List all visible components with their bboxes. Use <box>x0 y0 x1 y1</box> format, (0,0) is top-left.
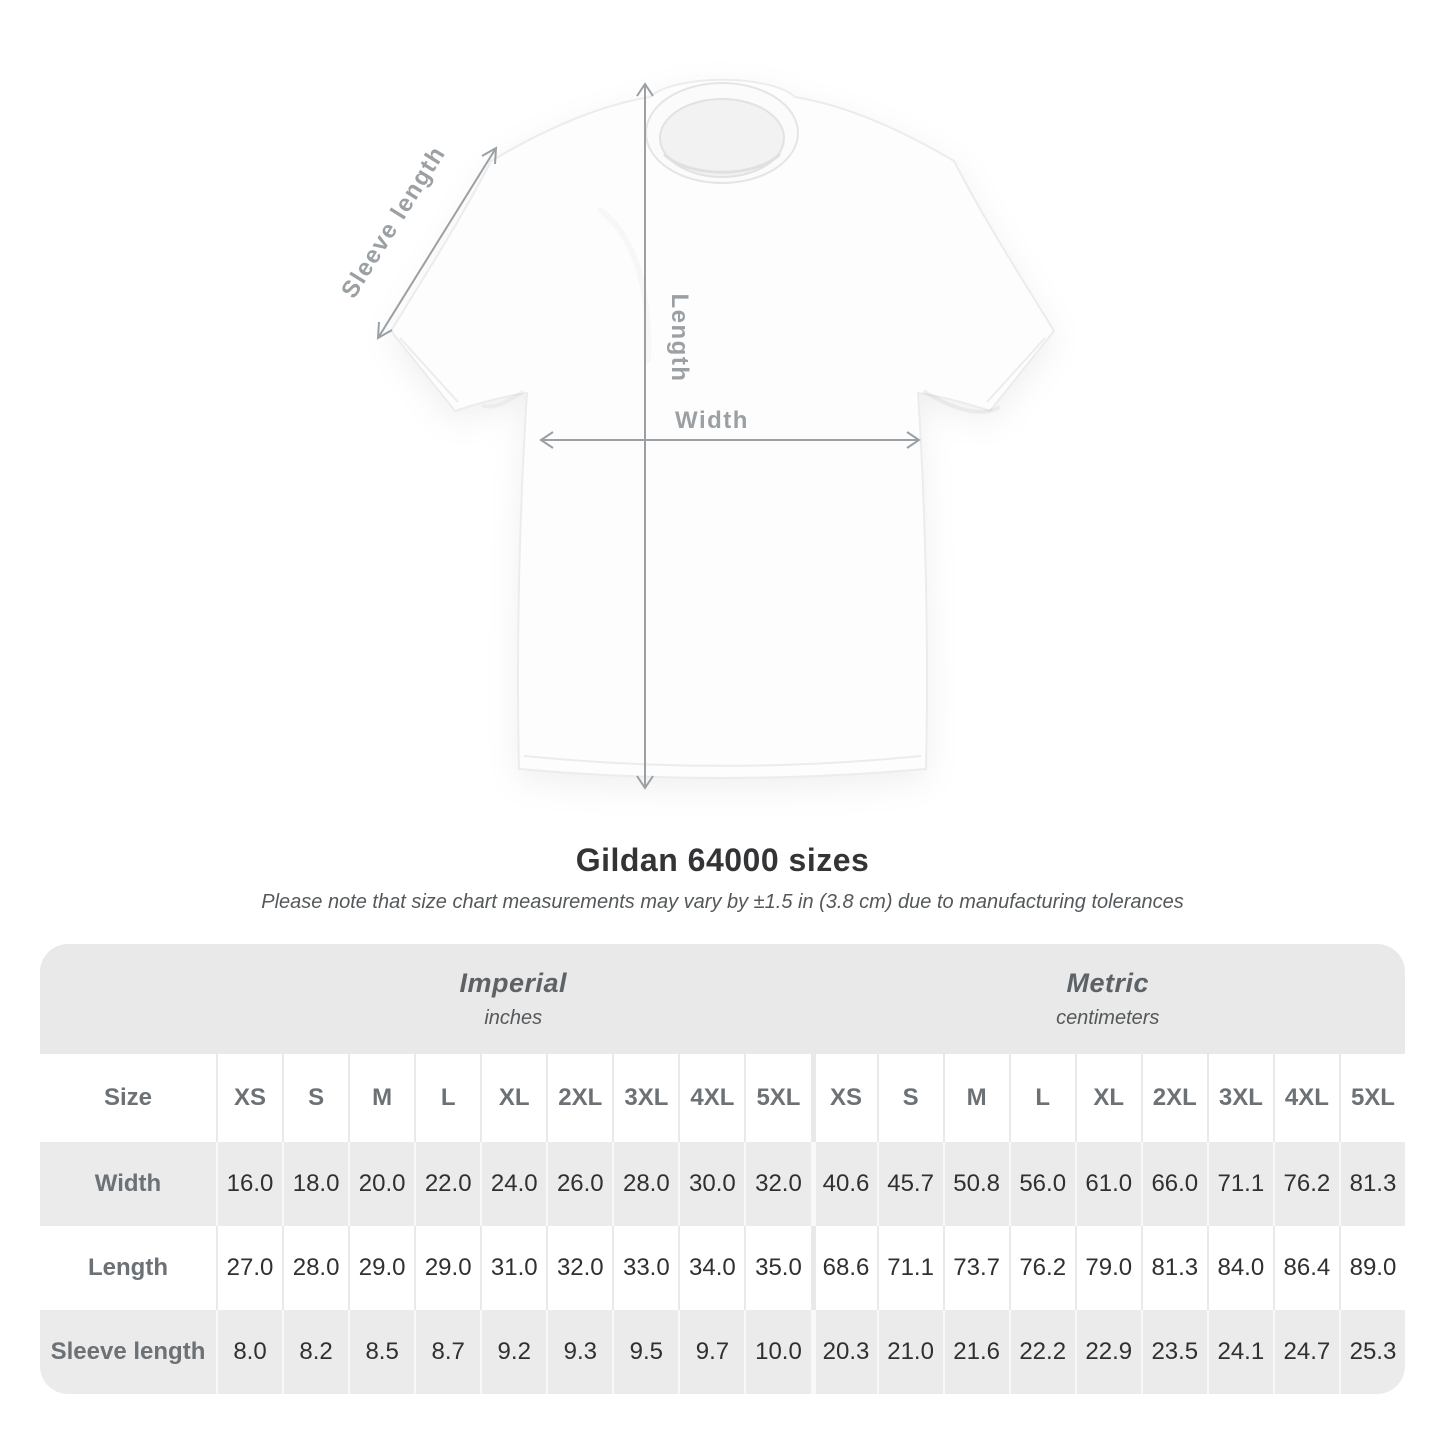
value-cell: 9.3 <box>546 1310 613 1394</box>
measurement-label: Sleeve length <box>40 1310 216 1394</box>
value-cell: 24.7 <box>1272 1310 1339 1394</box>
value-cell: 23.5 <box>1140 1310 1207 1394</box>
value-cell: 20.3 <box>810 1310 877 1394</box>
tolerance-note: Please note that size chart measurements… <box>261 891 1184 913</box>
value-cell: 29.0 <box>414 1226 481 1310</box>
size-header-cell: L <box>414 1054 481 1142</box>
size-header-cell: M <box>942 1054 1009 1142</box>
value-cell: 32.0 <box>744 1142 811 1226</box>
value-cell: 22.9 <box>1074 1310 1141 1394</box>
size-header-cell: XS <box>810 1054 877 1142</box>
imperial-group-header: Imperial inches <box>216 944 811 1054</box>
value-cell: 20.0 <box>348 1142 415 1226</box>
value-cell: 76.2 <box>1272 1142 1339 1226</box>
page-title: Gildan 64000 sizes <box>575 842 870 878</box>
size-header-cell: 2XL <box>546 1054 613 1142</box>
value-cell: 89.0 <box>1338 1226 1405 1310</box>
length-label: Length <box>666 294 693 383</box>
value-cell: 32.0 <box>546 1226 613 1310</box>
value-cell: 27.0 <box>216 1226 283 1310</box>
value-cell: 34.0 <box>678 1226 745 1310</box>
value-cell: 9.5 <box>612 1310 679 1394</box>
value-cell: 81.3 <box>1140 1226 1207 1310</box>
value-cell: 18.0 <box>282 1142 349 1226</box>
value-cell: 71.1 <box>876 1226 943 1310</box>
value-cell: 8.2 <box>282 1310 349 1394</box>
value-cell: 73.7 <box>942 1226 1009 1310</box>
size-header-cell: S <box>876 1054 943 1142</box>
value-cell: 28.0 <box>282 1226 349 1310</box>
value-cell: 31.0 <box>480 1226 547 1310</box>
size-header-cell: XL <box>1074 1054 1141 1142</box>
metric-group-unit: centimeters <box>1056 1007 1160 1029</box>
value-cell: 40.6 <box>810 1142 877 1226</box>
metric-group-header: Metric centimeters <box>810 944 1405 1054</box>
value-cell: 79.0 <box>1074 1226 1141 1310</box>
value-cell: 81.3 <box>1338 1142 1405 1226</box>
value-cell: 21.6 <box>942 1310 1009 1394</box>
size-header-cell: 2XL <box>1140 1054 1207 1142</box>
value-cell: 24.0 <box>480 1142 547 1226</box>
value-cell: 8.5 <box>348 1310 415 1394</box>
size-header-cell: L <box>1008 1054 1075 1142</box>
value-cell: 21.0 <box>876 1310 943 1394</box>
size-chart-table: Imperial inches Metric centimeters Size … <box>40 944 1405 1394</box>
value-cell: 45.7 <box>876 1142 943 1226</box>
metric-group-name: Metric <box>1066 968 1150 998</box>
size-header-cell: 3XL <box>1206 1054 1273 1142</box>
value-cell: 29.0 <box>348 1226 415 1310</box>
imperial-group-name: Imperial <box>459 968 568 998</box>
size-header-cell: 4XL <box>678 1054 745 1142</box>
length-arrow <box>636 82 654 790</box>
value-cell: 68.6 <box>810 1226 877 1310</box>
size-header-cell: 4XL <box>1272 1054 1339 1142</box>
size-header-cell: 3XL <box>612 1054 679 1142</box>
width-arrow <box>539 431 921 449</box>
value-cell: 24.1 <box>1206 1310 1273 1394</box>
sleeve-length-arrow <box>376 146 498 340</box>
size-header-cell: XS <box>216 1054 283 1142</box>
shirt-measurement-diagram: Sleeve length Length Width <box>336 78 1056 790</box>
tshirt-diagram-graphic: Sleeve length Length Width <box>336 78 1056 790</box>
size-header-cell: XL <box>480 1054 547 1142</box>
value-cell: 56.0 <box>1008 1142 1075 1226</box>
value-cell: 84.0 <box>1206 1226 1273 1310</box>
value-cell: 30.0 <box>678 1142 745 1226</box>
size-header-cell: M <box>348 1054 415 1142</box>
size-header-cell: S <box>282 1054 349 1142</box>
width-label: Width <box>675 407 749 434</box>
tshirt-illustration <box>389 78 1056 779</box>
value-cell: 71.1 <box>1206 1142 1273 1226</box>
value-cell: 28.0 <box>612 1142 679 1226</box>
value-cell: 25.3 <box>1338 1310 1405 1394</box>
value-cell: 8.0 <box>216 1310 283 1394</box>
value-cell: 10.0 <box>744 1310 811 1394</box>
value-cell: 86.4 <box>1272 1226 1339 1310</box>
size-col-header: Size <box>40 1054 216 1142</box>
value-cell: 9.2 <box>480 1310 547 1394</box>
size-header-cell: 5XL <box>1338 1054 1405 1142</box>
size-header-cell: 5XL <box>744 1054 811 1142</box>
value-cell: 66.0 <box>1140 1142 1207 1226</box>
header-band-spacer <box>40 944 216 1054</box>
measurement-arrows <box>376 82 921 790</box>
value-cell: 8.7 <box>414 1310 481 1394</box>
value-cell: 35.0 <box>744 1226 811 1310</box>
measurement-label: Width <box>40 1142 216 1226</box>
value-cell: 16.0 <box>216 1142 283 1226</box>
collar-opening <box>659 98 785 178</box>
value-cell: 61.0 <box>1074 1142 1141 1226</box>
value-cell: 22.2 <box>1008 1310 1075 1394</box>
imperial-group-unit: inches <box>484 1007 543 1029</box>
value-cell: 26.0 <box>546 1142 613 1226</box>
value-cell: 76.2 <box>1008 1226 1075 1310</box>
measurement-label: Length <box>40 1226 216 1310</box>
value-cell: 33.0 <box>612 1226 679 1310</box>
value-cell: 50.8 <box>942 1142 1009 1226</box>
value-cell: 22.0 <box>414 1142 481 1226</box>
value-cell: 9.7 <box>678 1310 745 1394</box>
